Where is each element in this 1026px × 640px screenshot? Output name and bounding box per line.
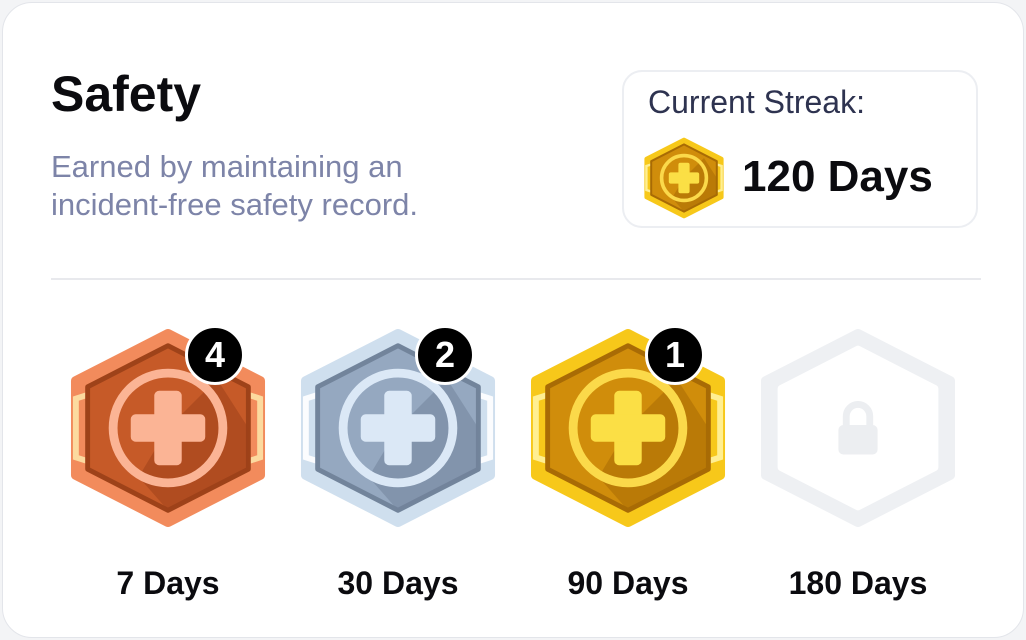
badge-count: 4 (185, 325, 245, 385)
streak-label: Current Streak: (648, 84, 865, 120)
badge-label: 30 Days (337, 565, 459, 601)
badge-silver[interactable]: 2 30 Days (283, 325, 513, 615)
medical-cross-icon (130, 390, 206, 466)
badge-bronze[interactable]: 4 7 Days (53, 325, 283, 615)
lock-icon (838, 401, 878, 455)
locked-badge (760, 329, 956, 527)
gold-badge-icon (644, 136, 724, 220)
badge-count: 2 (415, 325, 475, 385)
current-streak-panel: Current Streak: 120 Days (622, 70, 978, 228)
badge-label: 7 Days (116, 565, 220, 601)
badge-locked[interactable]: 180 Days (743, 325, 973, 615)
medical-cross-icon (590, 390, 666, 466)
badge-count: 1 (645, 325, 705, 385)
divider (51, 278, 981, 280)
badge-gold[interactable]: 1 90 Days (513, 325, 743, 615)
streak-value: 120 Days (742, 152, 933, 201)
medical-cross-icon (668, 162, 700, 194)
gold-badge-icon (644, 137, 724, 219)
badge-label: 90 Days (567, 565, 689, 601)
medical-cross-icon (360, 390, 436, 466)
badge-label: 180 Days (788, 565, 928, 601)
description: Earned by maintaining an incident-free s… (51, 149, 419, 222)
page-title: Safety (51, 66, 202, 122)
